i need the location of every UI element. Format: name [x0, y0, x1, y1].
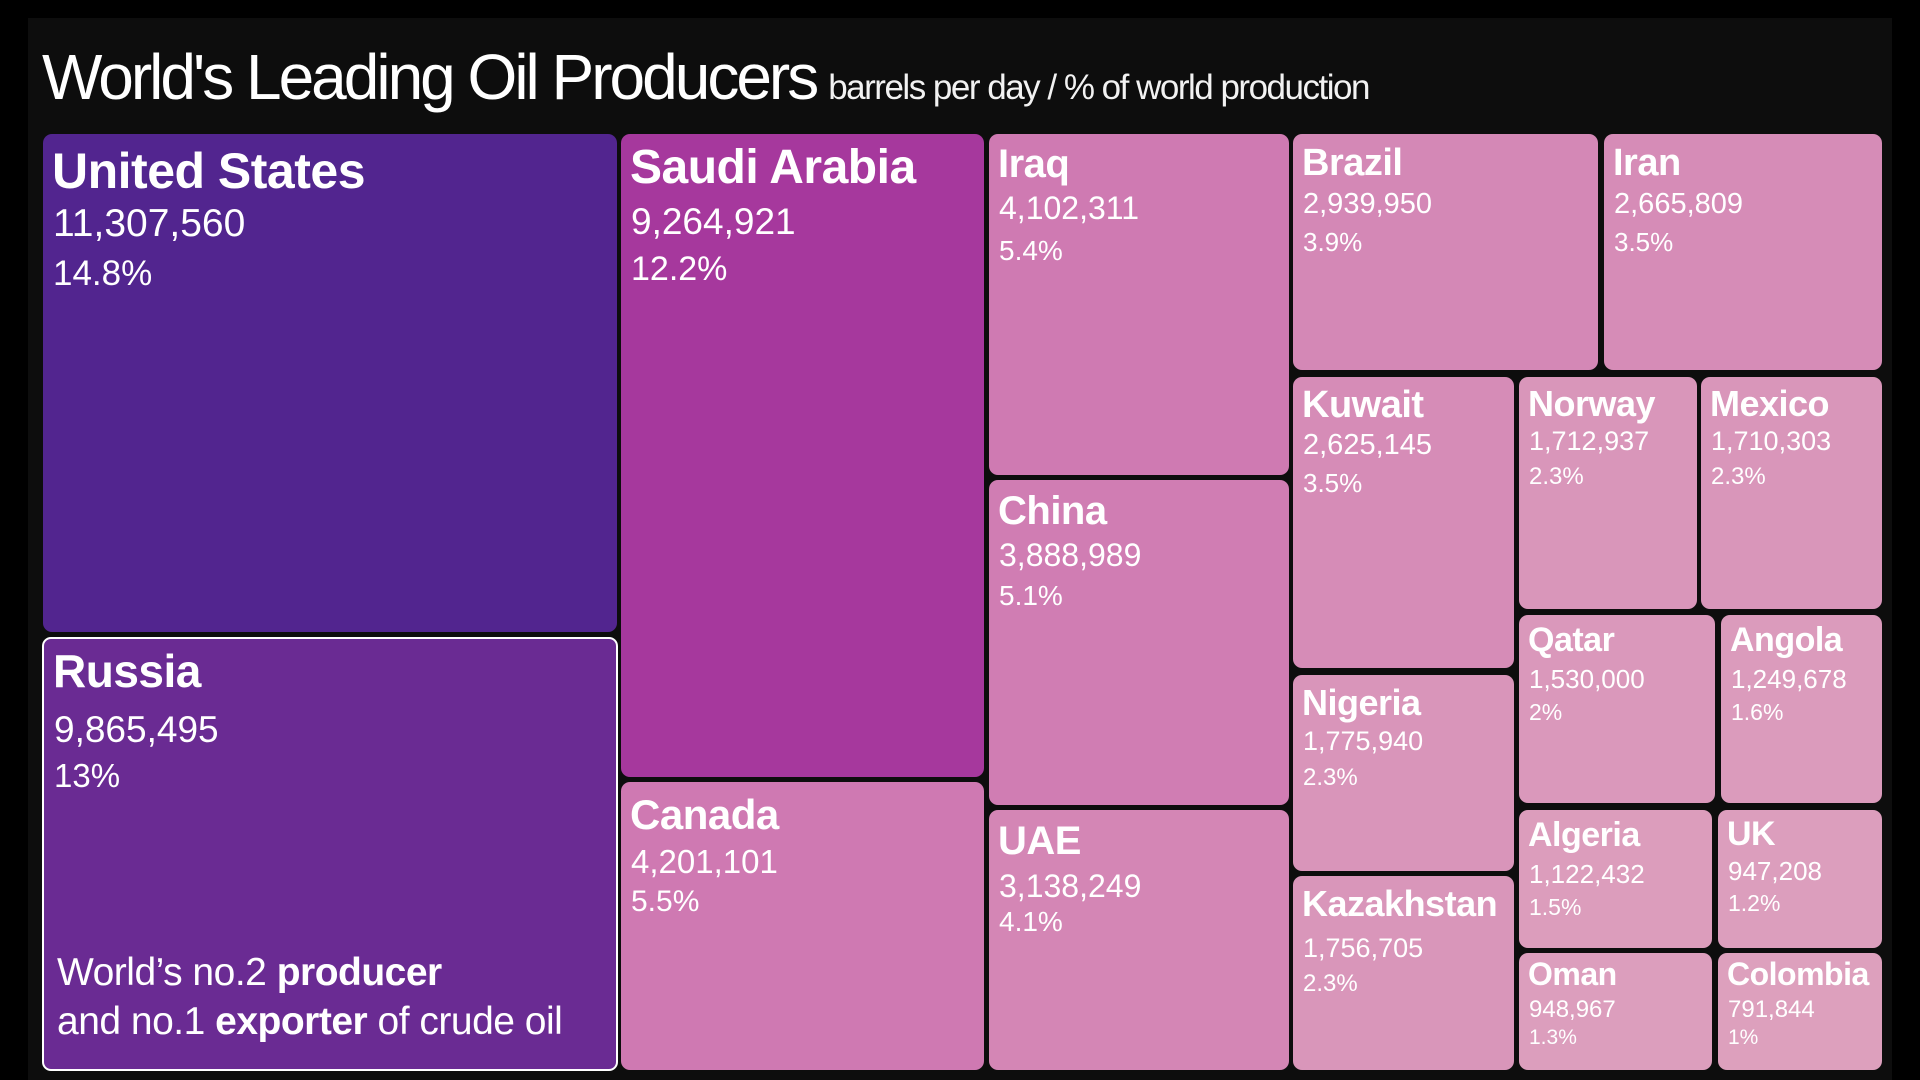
tile-label: Canada: [630, 791, 779, 838]
tile-share-label: 2.3%: [1711, 463, 1766, 490]
tile-value-label: 1,756,705: [1303, 933, 1424, 963]
tile-value-label: 11,307,560: [53, 202, 246, 245]
tile-label: Iraq: [998, 142, 1070, 186]
tile-label: Angola: [1730, 621, 1843, 659]
tile-share-label: 12.2%: [631, 250, 728, 288]
annotation-emphasis: exporter: [215, 1000, 368, 1043]
tile-share-label: 1.2%: [1728, 890, 1781, 916]
tile-label: Kazakhstan: [1302, 883, 1498, 924]
chart-title: World's Leading Oil Producers: [42, 41, 819, 113]
annotation-emphasis: producer: [276, 951, 443, 994]
tile-label: Algeria: [1528, 816, 1640, 854]
tile-share-label: 1.5%: [1529, 894, 1582, 920]
tile-saudi-arabia: Saudi Arabia 9,264,921 12.2%: [621, 134, 984, 777]
tile-kuwait: Kuwait 2,625,145 3.5%: [1293, 377, 1514, 668]
tile-label: China: [998, 489, 1107, 533]
tile-label: UAE: [998, 819, 1081, 863]
tile-value-label: 1,530,000: [1529, 664, 1645, 694]
tile-label: Qatar: [1528, 621, 1615, 659]
tile-kazakhstan: Kazakhstan 1,756,705 2.3%: [1293, 876, 1514, 1070]
annotation-line-2: and no.1 exporter of crude oil: [57, 997, 563, 1046]
tile-value-label: 2,625,145: [1303, 429, 1433, 461]
tile-uk: UK 947,208 1.2%: [1718, 810, 1882, 948]
tile-label: Oman: [1528, 956, 1617, 992]
tile-label: Mexico: [1710, 383, 1830, 424]
tile-value-label: 9,865,495: [54, 709, 219, 750]
tile-value-label: 2,939,950: [1303, 188, 1433, 220]
tile-share-label: 2.3%: [1529, 463, 1584, 490]
tile-label: Iran: [1613, 142, 1681, 184]
chart-subtitle: barrels per day / % of world production: [828, 68, 1370, 107]
tile-share-label: 1%: [1728, 1026, 1759, 1049]
tile-value-label: 1,122,432: [1529, 859, 1645, 889]
tile-label: Nigeria: [1302, 682, 1421, 723]
tile-value-label: 1,249,678: [1731, 664, 1847, 694]
tile-russia: Russia 9,865,495 13%: [42, 637, 618, 1071]
tile-share-label: 13%: [54, 757, 121, 794]
tile-qatar: Qatar 1,530,000 2%: [1519, 615, 1715, 803]
tile-iran: Iran 2,665,809 3.5%: [1604, 134, 1882, 370]
tile-value-label: 4,201,101: [631, 843, 778, 880]
tile-label: Colombia: [1727, 956, 1869, 992]
tile-label: Brazil: [1302, 142, 1403, 184]
tile-share-label: 2.3%: [1303, 764, 1358, 791]
tile-value-label: 9,264,921: [631, 201, 796, 242]
tile-share-label: 3.5%: [1303, 468, 1363, 498]
tile-share-label: 5.5%: [631, 885, 700, 918]
tile-value-label: 948,967: [1529, 996, 1616, 1023]
tile-label: Russia: [53, 645, 201, 697]
tile-angola: Angola 1,249,678 1.6%: [1721, 615, 1882, 803]
tile-share-label: 14.8%: [53, 254, 153, 293]
russia-annotation: World’s no.2 producer and no.1 exporter …: [57, 948, 563, 1046]
tile-share-label: 1.3%: [1529, 1026, 1577, 1049]
tile-share-label: 4.1%: [999, 906, 1063, 937]
tile-label: UK: [1727, 815, 1776, 853]
tile-mexico: Mexico 1,710,303 2.3%: [1701, 377, 1882, 609]
tile-label: Kuwait: [1302, 384, 1424, 426]
annotation-text: of crude oil: [367, 1000, 563, 1043]
title-row: World's Leading Oil Producers barrels per…: [42, 40, 1370, 114]
tile-value-label: 947,208: [1728, 856, 1822, 886]
tile-value-label: 791,844: [1728, 996, 1815, 1023]
annotation-text: World’s no.2: [57, 951, 277, 994]
tile-value-label: 3,138,249: [999, 868, 1142, 904]
tile-algeria: Algeria 1,122,432 1.5%: [1519, 810, 1712, 948]
tile-value-label: 1,710,303: [1711, 426, 1832, 456]
annotation-text: and no.1: [57, 1000, 216, 1043]
tile-brazil: Brazil 2,939,950 3.9%: [1293, 134, 1598, 370]
tile-nigeria: Nigeria 1,775,940 2.3%: [1293, 675, 1514, 871]
tile-value-label: 1,775,940: [1303, 726, 1424, 756]
tile-share-label: 2.3%: [1303, 970, 1358, 997]
tile-canada: Canada 4,201,101 5.5%: [621, 782, 984, 1070]
tile-value-label: 1,712,937: [1529, 426, 1650, 456]
tile-share-label: 3.9%: [1303, 227, 1363, 257]
tile-norway: Norway 1,712,937 2.3%: [1519, 377, 1697, 609]
tile-oman: Oman 948,967 1.3%: [1519, 953, 1712, 1070]
tile-share-label: 5.4%: [999, 235, 1063, 266]
tile-share-label: 5.1%: [999, 580, 1063, 611]
tile-iraq: Iraq 4,102,311 5.4%: [989, 134, 1289, 475]
tile-united-states: United States 11,307,560 14.8%: [43, 134, 617, 632]
tile-value-label: 4,102,311: [999, 190, 1139, 226]
tile-share-label: 3.5%: [1614, 227, 1674, 257]
tile-share-label: 1.6%: [1731, 699, 1784, 725]
tile-label: United States: [52, 143, 366, 199]
tile-colombia: Colombia 791,844 1%: [1718, 953, 1882, 1070]
tile-uae: UAE 3,138,249 4.1%: [989, 810, 1289, 1070]
tile-label: Norway: [1528, 383, 1656, 424]
tile-value-label: 2,665,809: [1614, 188, 1744, 220]
tile-value-label: 3,888,989: [999, 537, 1142, 573]
tile-share-label: 2%: [1529, 699, 1563, 725]
tile-china: China 3,888,989 5.1%: [989, 480, 1289, 805]
tile-label: Saudi Arabia: [630, 141, 916, 194]
annotation-line-1: World’s no.2 producer: [57, 948, 562, 997]
